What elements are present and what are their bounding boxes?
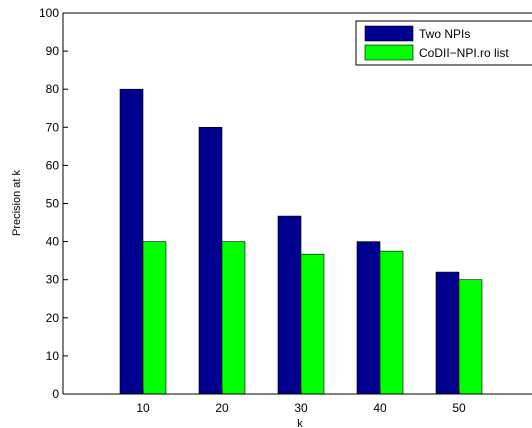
y-tick-label: 10: [46, 349, 60, 363]
legend: Two NPIs CoDII−NPI.ro list: [355, 20, 532, 66]
y-tick-label: 100: [39, 6, 59, 20]
x-tick-label: 10: [136, 401, 150, 415]
bar-codii-npi-40: [379, 250, 404, 395]
y-tick-label: 20: [46, 311, 60, 325]
y-tick-label: 60: [46, 158, 60, 172]
y-tick-label: 40: [46, 235, 60, 249]
y-tick-label: 0: [52, 387, 59, 401]
y-axis-label: Precision at k: [11, 169, 23, 236]
bar-two-npis-30: [277, 215, 302, 395]
x-axis-label: k: [297, 418, 303, 428]
y-ticks-group: 0 10 20 30 40 50 60 70 80 90 100: [39, 6, 68, 401]
y-tick-label: 50: [46, 197, 60, 211]
y-tick-label: 30: [46, 273, 60, 287]
y-tick-label: 80: [46, 82, 60, 96]
legend-swatch-codii-npi: [364, 44, 414, 61]
bars-group: [119, 88, 483, 395]
x-tick-label: 30: [294, 401, 308, 415]
bar-two-npis-20: [198, 127, 223, 395]
bar-two-npis-50: [435, 271, 460, 395]
bar-codii-npi-30: [300, 253, 325, 395]
legend-swatch-two-npis: [364, 25, 414, 42]
y-tick-label: 90: [46, 44, 60, 58]
bar-two-npis-10: [119, 88, 144, 395]
bar-codii-npi-50: [458, 279, 483, 395]
x-ticks-group: 10 20 30 40 50: [136, 389, 466, 415]
x-tick-label: 20: [215, 401, 229, 415]
bar-codii-npi-10: [142, 241, 167, 395]
y-tick-label: 70: [46, 120, 60, 134]
legend-label-codii-npi: CoDII−NPI.ro list: [419, 46, 509, 60]
x-tick-label: 40: [373, 401, 387, 415]
x-tick-label: 50: [452, 401, 466, 415]
legend-label-two-npis: Two NPIs: [419, 27, 470, 41]
bar-two-npis-40: [356, 241, 381, 395]
bar-codii-npi-20: [221, 241, 246, 395]
